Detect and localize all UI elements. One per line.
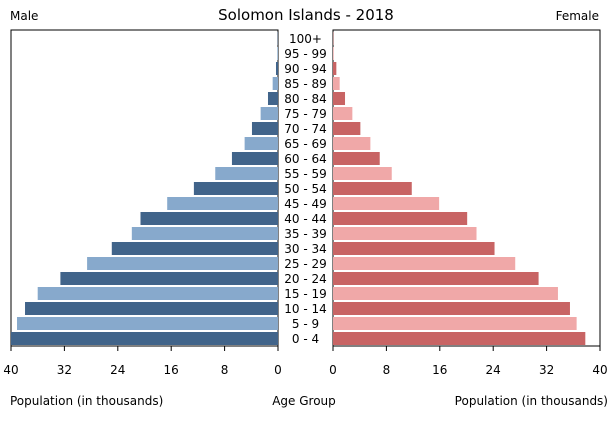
age-group-label: 20 - 24 xyxy=(284,272,327,286)
female-bar xyxy=(333,332,586,345)
male-label: Male xyxy=(10,9,38,23)
male-tick-label: 8 xyxy=(221,363,229,377)
female-bar xyxy=(333,242,495,255)
age-group-label: 80 - 84 xyxy=(284,92,327,106)
male-bar xyxy=(17,317,278,330)
female-axis-title: Population (in thousands) xyxy=(455,394,608,408)
male-bar xyxy=(267,92,278,105)
female-bar xyxy=(333,182,412,195)
male-bar xyxy=(272,77,278,90)
age-group-label: 5 - 9 xyxy=(292,317,319,331)
age-group-label: 25 - 29 xyxy=(284,257,327,271)
male-bar xyxy=(37,287,279,300)
age-group-label: 70 - 74 xyxy=(284,122,327,136)
male-bar xyxy=(111,242,278,255)
age-group-label: 75 - 79 xyxy=(284,107,327,121)
female-tick-label: 8 xyxy=(383,363,391,377)
age-group-label: 95 - 99 xyxy=(284,47,327,61)
female-bars xyxy=(333,32,586,345)
male-bar xyxy=(140,212,278,225)
age-group-label: 50 - 54 xyxy=(284,182,327,196)
male-tick-label: 16 xyxy=(164,363,179,377)
age-group-label: 65 - 69 xyxy=(284,137,327,151)
male-axis-title: Population (in thousands) xyxy=(10,394,163,408)
female-bar xyxy=(333,302,570,315)
female-tick-label: 16 xyxy=(432,363,447,377)
female-bar xyxy=(333,137,371,150)
female-bar xyxy=(333,62,337,75)
male-bar xyxy=(244,137,278,150)
female-tick-label: 40 xyxy=(592,363,607,377)
age-group-label: 10 - 14 xyxy=(284,302,327,316)
male-bar xyxy=(87,257,278,270)
male-bar xyxy=(11,332,278,345)
age-group-label: 55 - 59 xyxy=(284,167,327,181)
female-bar xyxy=(333,152,380,165)
age-group-label: 40 - 44 xyxy=(284,212,327,226)
female-bar xyxy=(333,47,334,60)
male-bar xyxy=(275,62,278,75)
male-tick-label: 40 xyxy=(3,363,18,377)
age-axis-title: Age Group xyxy=(272,394,336,408)
female-bar xyxy=(333,272,539,285)
female-tick-label: 24 xyxy=(486,363,501,377)
female-bar xyxy=(333,77,340,90)
age-group-label: 100+ xyxy=(289,32,322,46)
male-axis-ticks: 0 8 16 24 32 40 xyxy=(3,346,282,377)
female-bar xyxy=(333,107,353,120)
female-bar xyxy=(333,257,516,270)
female-bar xyxy=(333,197,440,210)
female-bar xyxy=(333,92,346,105)
female-bar xyxy=(333,287,558,300)
chart-title: Solomon Islands - 2018 xyxy=(218,6,394,24)
male-bar xyxy=(60,272,278,285)
female-tick-label: 0 xyxy=(329,363,337,377)
female-bar xyxy=(333,212,468,225)
female-bar xyxy=(333,227,477,240)
age-group-label: 90 - 94 xyxy=(284,62,327,76)
age-group-label: 60 - 64 xyxy=(284,152,327,166)
female-bar xyxy=(333,122,361,135)
male-tick-label: 32 xyxy=(57,363,72,377)
male-bar xyxy=(277,47,278,60)
male-tick-label: 0 xyxy=(274,363,282,377)
male-bar xyxy=(193,182,278,195)
age-group-label: 15 - 19 xyxy=(284,287,327,301)
male-bars xyxy=(11,32,279,345)
female-label: Female xyxy=(556,9,599,23)
female-tick-label: 32 xyxy=(539,363,554,377)
female-axis-ticks: 0 8 16 24 32 40 xyxy=(329,346,608,377)
age-group-label: 45 - 49 xyxy=(284,197,327,211)
age-group-label: 85 - 89 xyxy=(284,77,327,91)
male-bar xyxy=(231,152,278,165)
male-bar xyxy=(167,197,278,210)
age-group-label: 0 - 4 xyxy=(292,332,319,346)
male-bar xyxy=(131,227,278,240)
female-bar xyxy=(333,317,577,330)
male-tick-label: 24 xyxy=(110,363,125,377)
male-bar xyxy=(215,167,278,180)
age-group-label: 30 - 34 xyxy=(284,242,327,256)
age-group-label: 35 - 39 xyxy=(284,227,327,241)
male-bar xyxy=(260,107,278,120)
female-bar xyxy=(333,167,392,180)
male-bar xyxy=(25,302,278,315)
male-bar xyxy=(251,122,278,135)
